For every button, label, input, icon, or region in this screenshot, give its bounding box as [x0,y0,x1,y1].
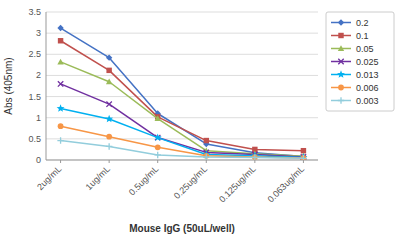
grid-line [46,75,318,76]
x-tick-label: 0.25ug/mL [172,164,209,201]
legend-marker [338,19,344,25]
y-tick-label: 2.5 [28,49,41,59]
legend-label: 0.2 [356,18,369,28]
y-tick-label: 1.5 [28,92,41,102]
point [301,148,306,153]
x-tick-label: 1ug/mL [84,164,112,192]
grid-line [46,12,318,13]
point [57,59,63,65]
point [252,154,258,160]
legend-marker [337,70,345,78]
y-axis-title: Abs (405nm) [3,57,14,114]
point [106,68,111,73]
grid-line [46,96,318,97]
grid-line [46,54,318,55]
legend-marker [338,97,344,103]
point [57,104,65,112]
point [106,101,111,106]
point [204,138,209,143]
point [301,155,307,160]
point [252,154,258,160]
point [106,54,112,60]
series-line [61,84,304,157]
y-tick-label: 1 [36,113,41,123]
series-line [61,62,304,156]
point [155,144,161,150]
point [155,152,161,158]
point [155,115,161,121]
series-line [61,108,304,157]
x-axis-title: Mouse IgG (50uL/well) [129,223,235,234]
grid-line [46,138,318,139]
point [154,133,162,141]
y-tick-label: 0 [36,155,41,165]
series-line [61,28,304,157]
y-axis-line [46,12,47,160]
legend-label: 0.025 [356,57,379,67]
x-tick-label: 0.5ug/mL [127,164,161,198]
y-tick-label: 3 [36,28,41,38]
legend-label: 0.1 [356,31,369,41]
x-tick-label: 2ug/mL [35,164,63,192]
x-tick [303,160,304,163]
legend-label: 0.003 [356,96,379,106]
x-tick-label: 0.063ug/mL [266,164,307,205]
point [58,38,63,43]
legend-frame [326,12,394,111]
x-tick-label: 0.125ug/mL [217,164,258,205]
grid-line [46,33,318,34]
series-line [61,126,304,158]
point [300,155,306,160]
x-tick [206,160,207,163]
y-tick-label: 2 [36,70,41,80]
legend-label: 0.006 [356,83,379,93]
point [203,154,209,160]
grid-line [46,160,318,161]
legend-marker [338,85,344,91]
legend: 0.2 0.1 0.05 0.025 0.013 0.006 0.003 [326,12,394,111]
point [58,81,63,86]
x-tick [254,160,255,163]
point [106,134,112,140]
grid-line [46,117,318,118]
x-axis-line [46,160,318,161]
legend-marker [338,33,343,38]
y-tick-label: 3.5 [28,7,41,17]
series-line [61,141,304,159]
point [106,79,112,85]
legend-marker [338,59,343,64]
legend-marker [338,45,344,51]
x-tick [60,160,61,163]
plot-area [57,25,308,160]
point [58,123,64,129]
legend-label: 0.05 [356,44,374,54]
point [57,25,63,31]
x-tick [109,160,110,163]
point [57,137,63,143]
x-tick [157,160,158,163]
point [106,143,112,149]
y-tick-label: 0.5 [28,134,41,144]
point [105,115,113,123]
legend-label: 0.013 [356,70,379,80]
chart: 0 0.5 1 1.5 2 2.5 3 3.5 2ug/mL 1ug/mL 0.5ug/mL 0.25… [0,0,400,240]
